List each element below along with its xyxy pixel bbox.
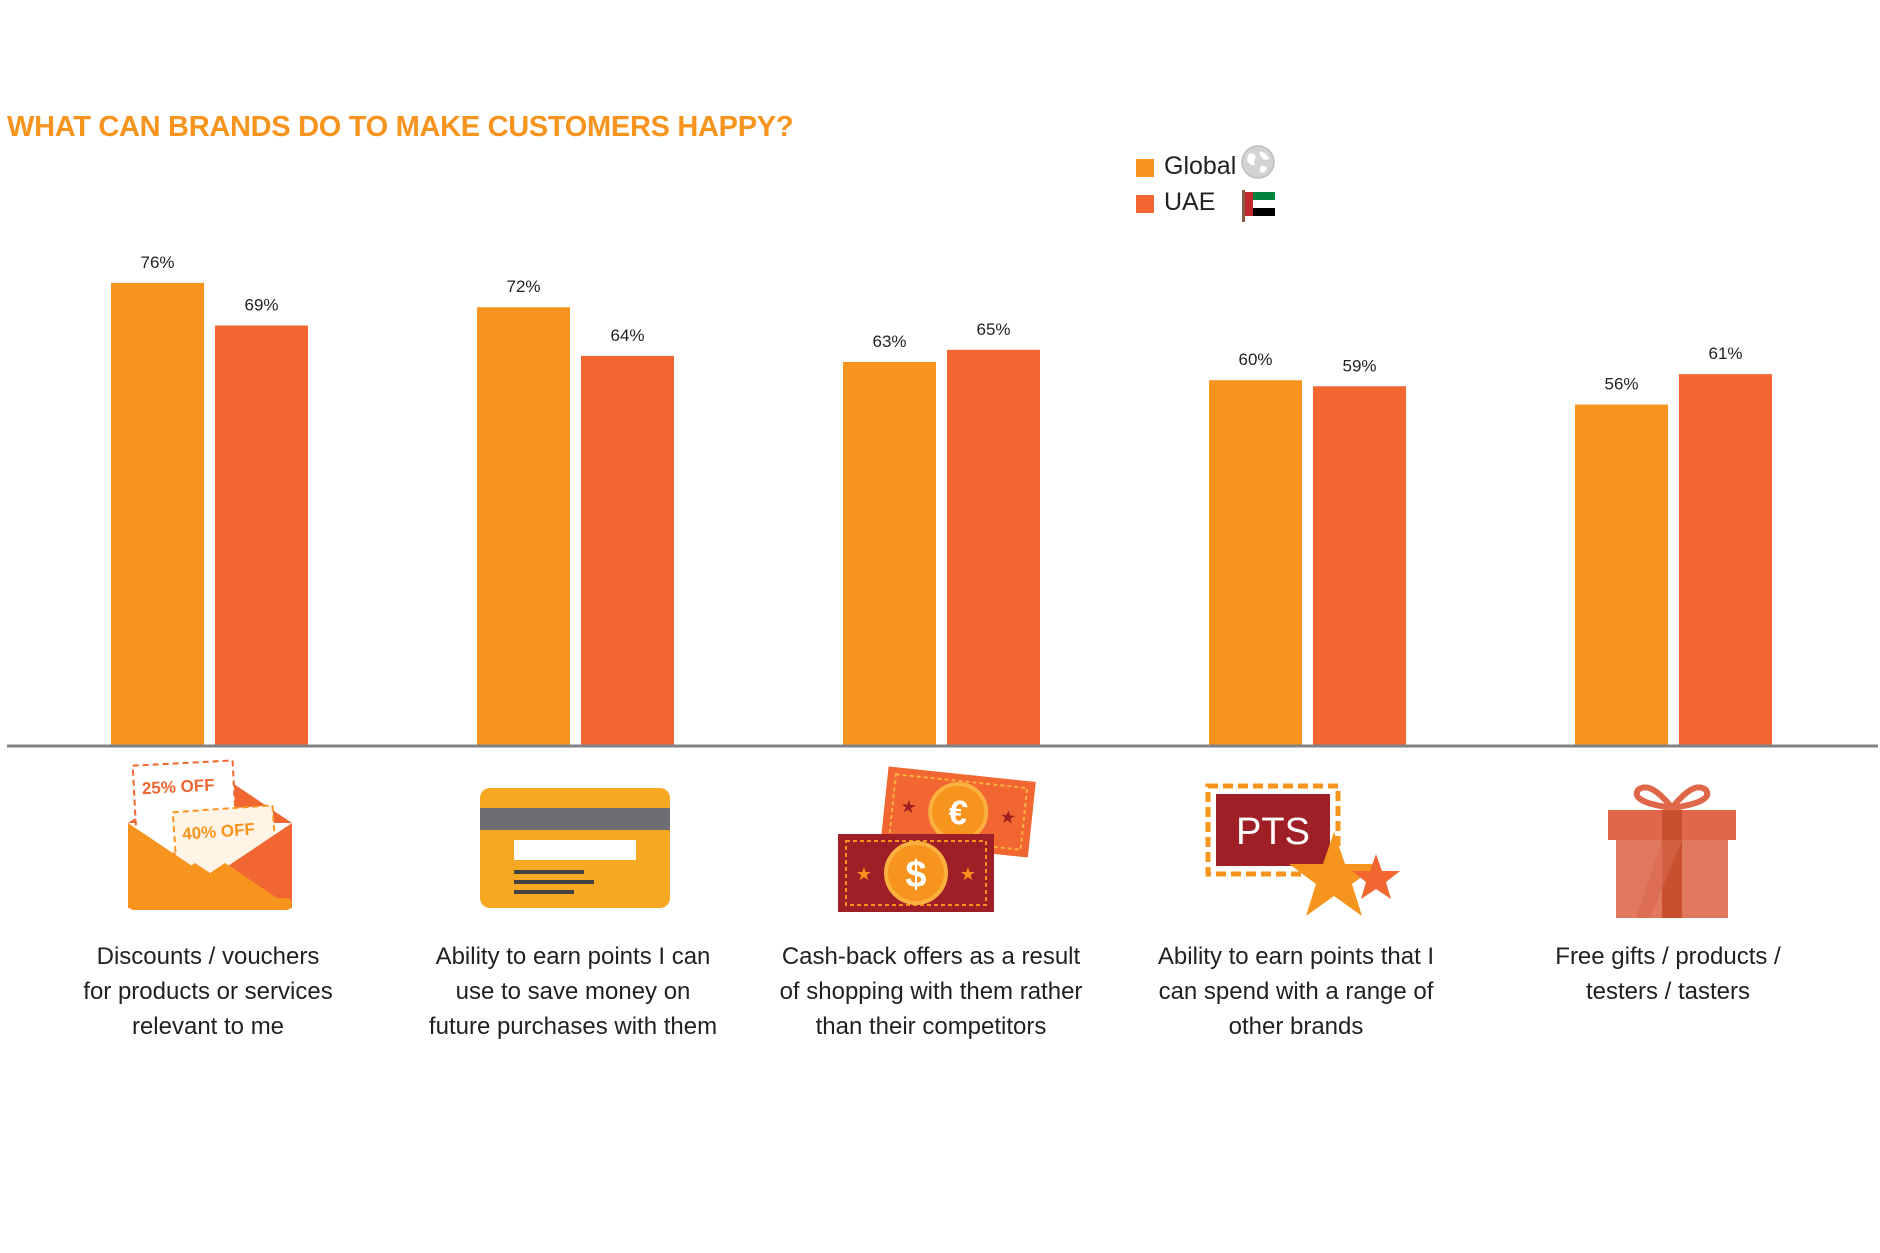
gift-box-icon (1608, 784, 1736, 918)
data-label-global-2: 72% (506, 277, 540, 296)
bar-uae-2 (581, 355, 674, 745)
data-label-global-5: 56% (1604, 375, 1638, 394)
envelope-coupon-icon: 25% OFF 40% OFF (128, 759, 292, 910)
globe-icon (1241, 145, 1275, 179)
bar-global-5 (1575, 404, 1668, 745)
data-label-uae-4: 59% (1342, 356, 1376, 375)
data-label-uae-1: 69% (244, 295, 278, 314)
category-label-4: Ability to earn points that I can spend w… (1131, 939, 1461, 1044)
category-label-line: Ability to earn points I can (435, 943, 711, 970)
legend-label-global: Global (1164, 152, 1237, 180)
category-label-line: than their competitors (815, 1013, 1047, 1040)
svg-text:★: ★ (960, 864, 976, 884)
category-label-line: for products or services (83, 978, 333, 1005)
bar-global-2 (477, 307, 570, 745)
legend-label-uae: UAE (1164, 188, 1216, 216)
data-label-uae-2: 64% (610, 326, 644, 345)
category-label-line: testers / tasters (1585, 978, 1751, 1005)
bar-uae-5 (1679, 374, 1772, 745)
category-label-line: Discounts / vouchers (96, 943, 320, 970)
svg-text:★: ★ (856, 864, 872, 884)
credit-card-icon (480, 788, 670, 908)
svg-text:★: ★ (899, 796, 917, 818)
category-label-5: Free gifts / products / testers / tasters (1503, 939, 1833, 1009)
svg-text:★: ★ (999, 806, 1017, 828)
category-label-line: other brands (1228, 1013, 1364, 1040)
points-stars-icon: PTS (1205, 783, 1400, 916)
bar-uae-1 (215, 325, 308, 745)
euro-symbol: € (947, 793, 970, 833)
pts-text: PTS (1236, 811, 1310, 853)
category-label-line: use to save money on (455, 978, 691, 1005)
data-label-global-3: 63% (872, 332, 906, 351)
data-label-uae-3: 65% (976, 320, 1010, 339)
bar-uae-4 (1313, 386, 1406, 745)
legend-swatch-global (1136, 159, 1154, 177)
category-label-line: relevant to me (131, 1013, 285, 1040)
category-label-line: of shopping with them rather (779, 978, 1083, 1005)
category-label-line: Cash-back offers as a result (781, 943, 1081, 970)
bar-global-4 (1209, 380, 1302, 745)
dollar-symbol: $ (905, 854, 926, 896)
bar-global-1 (111, 282, 204, 745)
bar-uae-3 (947, 349, 1040, 745)
chart-title: WHAT CAN BRANDS DO TO MAKE CUSTOMERS HAP… (7, 111, 794, 143)
cash-back-money-icon: € ★ ★ $ ★ ★ (838, 766, 1036, 912)
category-label-1: Discounts / vouchers for products or serv… (43, 939, 373, 1044)
data-label-global-4: 60% (1238, 350, 1272, 369)
legend-item-global: Global (1136, 145, 1286, 182)
data-label-uae-5: 61% (1708, 344, 1742, 363)
legend-swatch-uae (1136, 195, 1154, 213)
category-label-line: Free gifts / products / (1555, 943, 1781, 970)
category-label-line: future purchases with them (428, 1013, 718, 1040)
bar-chart: 76% 69% 72% 64% 63% 65% 60% 59% 56% 61% (7, 253, 1878, 748)
category-label-2: Ability to earn points I can use to save … (408, 939, 738, 1044)
coupon-25-text: 25% OFF (141, 775, 215, 798)
bar-global-3 (843, 361, 936, 745)
category-label-line: Ability to earn points that I (1157, 943, 1435, 970)
data-label-global-1: 76% (140, 253, 174, 272)
legend-item-uae: UAE (1136, 188, 1286, 222)
uae-flag-icon (1242, 190, 1275, 222)
category-label-line: can spend with a range of (1158, 978, 1434, 1005)
category-label-3: Cash-back offers as a result of shopping … (766, 939, 1096, 1044)
